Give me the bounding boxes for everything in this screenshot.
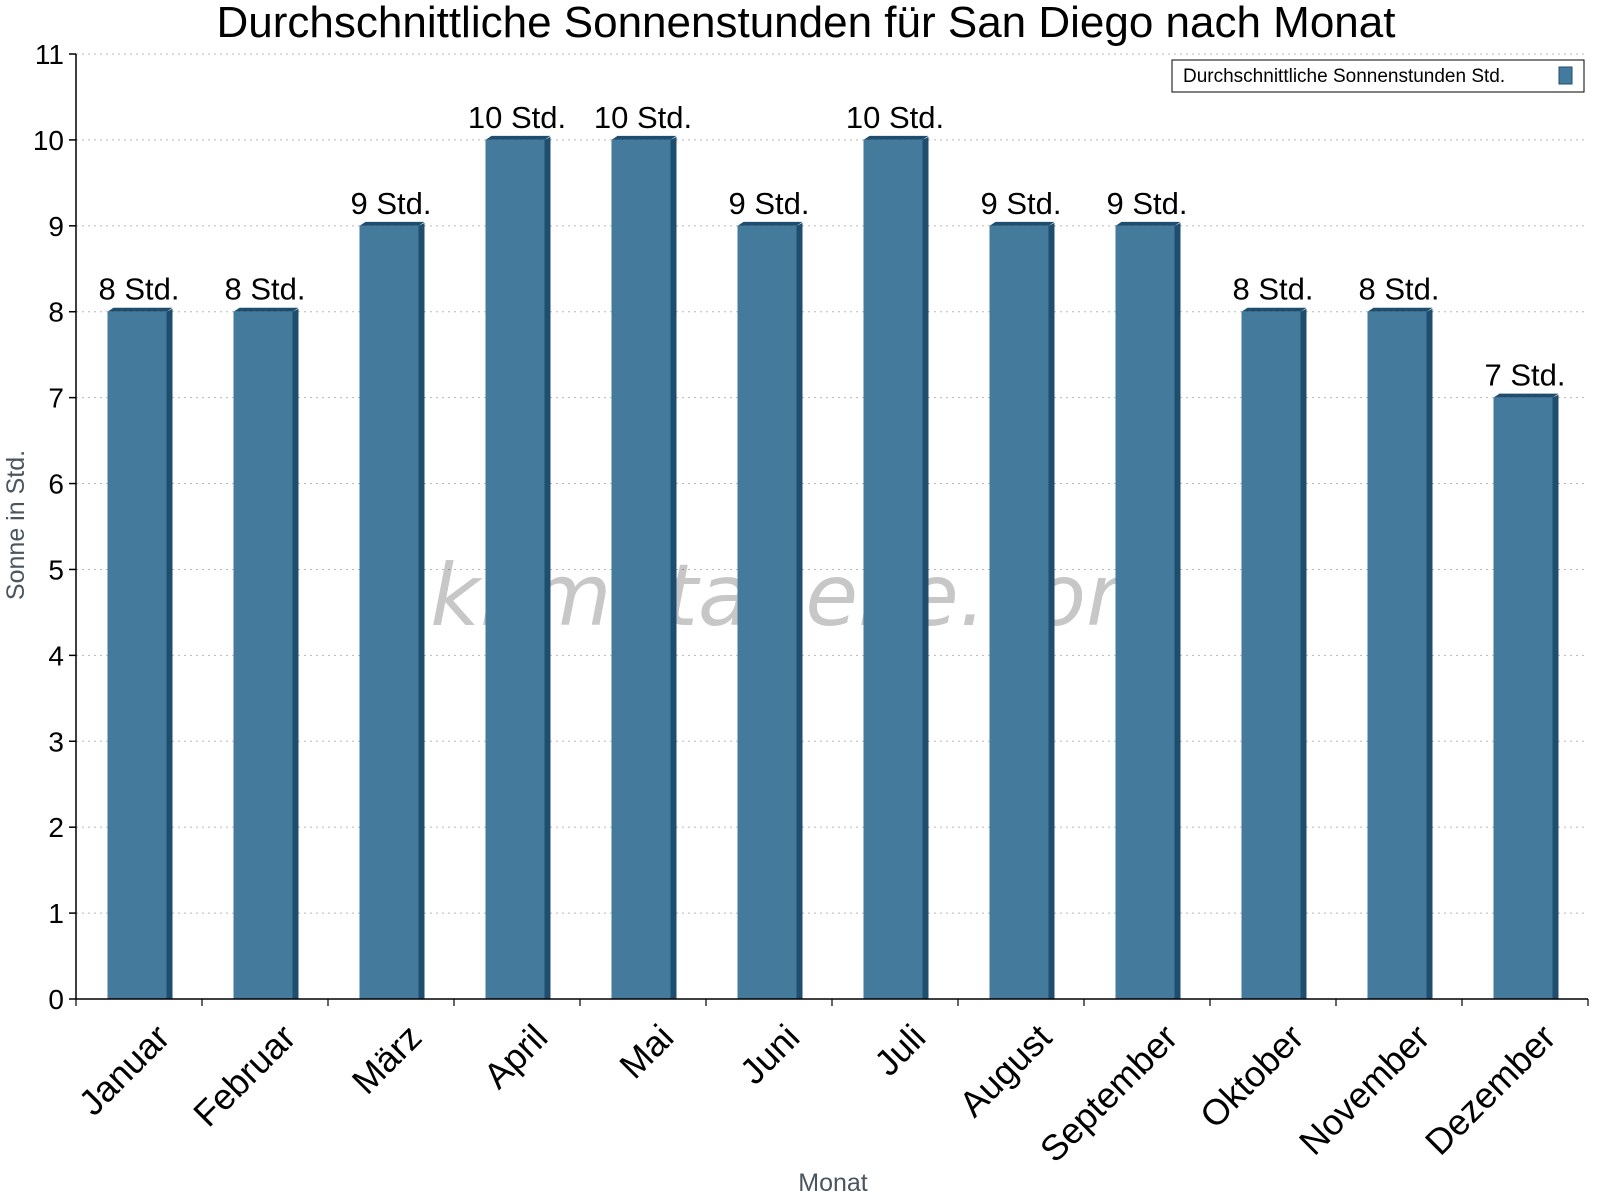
x-tick-label: Februar: [185, 1016, 303, 1134]
bar-november: [1367, 307, 1433, 999]
x-tick-labels: Januar Februar März April Mai Juni Juli AugustS…: [71, 999, 1589, 1170]
x-tick-label: November: [1291, 1016, 1437, 1162]
bar-top: [611, 135, 677, 140]
bars: [107, 135, 1559, 1000]
bar-oktober: [1241, 307, 1307, 999]
data-label: 8 Std.: [99, 272, 180, 307]
x-tick-label: Juni: [732, 1016, 808, 1092]
legend-swatch: [1558, 66, 1573, 85]
x-tick-label: März: [344, 1016, 430, 1102]
data-label: 10 Std.: [846, 100, 944, 135]
x-tick-label: April: [475, 1016, 555, 1096]
bar-juli: [863, 135, 929, 1000]
axes: [75, 54, 1588, 1000]
bar-top: [1241, 307, 1307, 312]
bar-top: [1493, 393, 1559, 398]
y-tick-label: 8: [48, 297, 64, 328]
bar-januar: [107, 307, 173, 999]
bar-front: [1493, 397, 1553, 999]
bar-front: [611, 139, 671, 1000]
y-axis-title: Sonne in Std.: [2, 450, 30, 600]
y-tick-label: 0: [48, 984, 64, 1015]
bar-top: [737, 221, 803, 226]
bar-top: [485, 135, 551, 140]
bar-front: [485, 139, 545, 1000]
data-label: 9 Std.: [351, 186, 432, 221]
y-tick-label: 3: [48, 726, 64, 757]
bar-august: [989, 221, 1055, 999]
y-tick-label: 5: [48, 554, 64, 585]
bar-märz: [359, 221, 425, 999]
bar-februar: [233, 307, 299, 999]
data-labels: 8 Std. 8 Std. 9 Std. 10 Std. 10 Std. 9 Std. 10…: [99, 100, 1566, 393]
data-label: 8 Std.: [1359, 272, 1440, 307]
y-tick-label: 9: [48, 211, 64, 242]
bar-side: [1426, 308, 1433, 999]
y-tick-label: 4: [48, 640, 64, 671]
x-tick-label: Dezember: [1417, 1016, 1563, 1162]
bar-top: [989, 221, 1055, 226]
bar-top: [107, 307, 173, 312]
bar-juni: [737, 221, 803, 999]
legend: Durchschnittliche Sonnenstunden Std.: [1171, 59, 1585, 93]
bar-front: [359, 225, 419, 999]
bar-top: [1367, 307, 1433, 312]
y-tick-label: 2: [48, 812, 64, 843]
bar-dezember: [1493, 393, 1559, 999]
bar-mai: [611, 135, 677, 1000]
bar-front: [1241, 311, 1301, 999]
bar-side: [670, 136, 677, 1000]
bar-side: [292, 308, 299, 999]
bar-side: [1300, 308, 1307, 999]
x-tick-label: Juli: [866, 1016, 933, 1083]
bar-front: [233, 311, 293, 999]
y-tick-label: 10: [33, 125, 64, 156]
y-tick-label: 7: [48, 383, 64, 414]
y-tick-labels: 0 1 2 3 4 5 6 7 8 9 10 11: [33, 39, 76, 1015]
x-axis-title: Monat: [798, 1169, 868, 1197]
legend-box: [1171, 59, 1585, 93]
chart-title: Durchschnittliche Sonnenstunden für San …: [217, 0, 1396, 47]
x-tick-label: September: [1032, 1016, 1186, 1170]
bar-side: [166, 308, 173, 999]
bar-front: [737, 225, 797, 999]
x-tick-label: Mai: [611, 1016, 681, 1086]
bar-side: [922, 136, 929, 1000]
data-label: 8 Std.: [225, 272, 306, 307]
bar-april: [485, 135, 551, 1000]
bar-top: [233, 307, 299, 312]
data-label: 10 Std.: [468, 100, 566, 135]
data-label: 10 Std.: [594, 100, 692, 135]
bar-front: [863, 139, 923, 1000]
data-label: 7 Std.: [1485, 358, 1566, 393]
data-label: 9 Std.: [1107, 186, 1188, 221]
bar-side: [544, 136, 551, 1000]
bar-front: [989, 225, 1049, 999]
bar-top: [863, 135, 929, 140]
bar-front: [1367, 311, 1427, 999]
data-label: 9 Std.: [729, 186, 810, 221]
y-tick-label: 1: [48, 898, 64, 929]
bar-front: [107, 311, 167, 999]
bar-side: [418, 222, 425, 999]
bar-top: [1115, 221, 1181, 226]
bar-side: [1048, 222, 1055, 999]
data-label: 9 Std.: [981, 186, 1062, 221]
bar-side: [1552, 394, 1559, 999]
bar-side: [796, 222, 803, 999]
bar-side: [1174, 222, 1181, 999]
bar-september: [1115, 221, 1181, 999]
data-label: 8 Std.: [1233, 272, 1314, 307]
x-tick-label: Oktober: [1192, 1016, 1312, 1136]
legend-entry-label: Durchschnittliche Sonnenstunden Std.: [1183, 66, 1505, 87]
y-tick-label: 6: [48, 469, 64, 500]
gridlines: [76, 53, 1588, 914]
bar-top: [359, 221, 425, 226]
bar-front: [1115, 225, 1175, 999]
x-tick-label: August: [951, 1016, 1059, 1124]
y-tick-label: 11: [35, 39, 64, 70]
x-tick-label: Januar: [71, 1016, 178, 1123]
